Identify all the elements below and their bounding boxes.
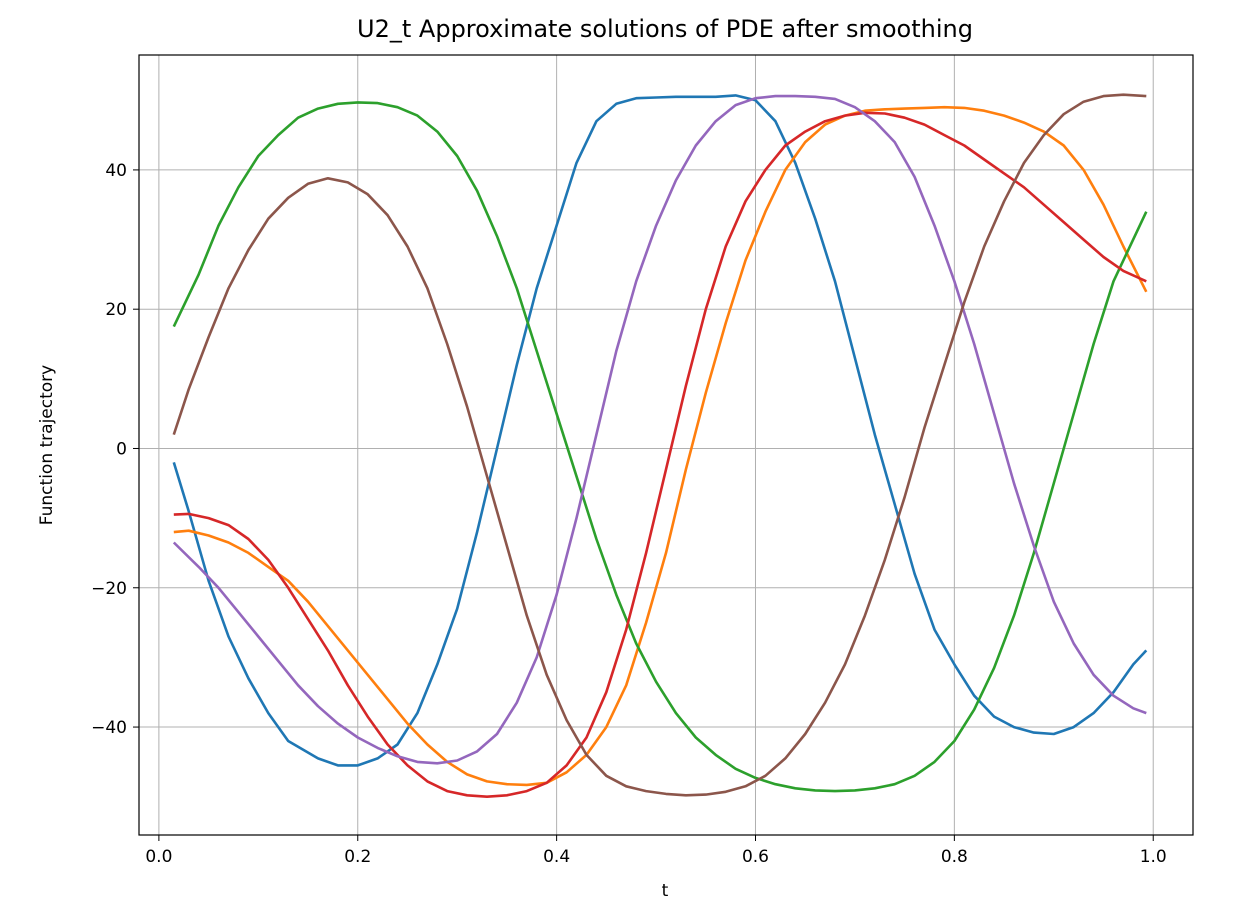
y-axis-ticks: −40 −20 0 20 40 xyxy=(91,161,139,738)
gridlines xyxy=(139,55,1193,835)
series-line-1 xyxy=(172,94,1148,767)
y-tick-label: 40 xyxy=(105,161,127,181)
series-line-3 xyxy=(172,101,1148,793)
x-tick-label: 0.4 xyxy=(543,847,570,867)
series-line-4 xyxy=(173,111,1147,799)
x-axis-ticks: 0.0 0.2 0.4 0.6 0.8 1.0 xyxy=(145,835,1167,867)
x-tick-label: 1.0 xyxy=(1140,847,1167,867)
x-tick-label: 0.6 xyxy=(742,847,769,867)
x-tick-label: 0.2 xyxy=(344,847,371,867)
y-tick-label: −20 xyxy=(91,579,127,599)
plot-area-frame xyxy=(138,54,1194,836)
series-line-5 xyxy=(172,94,1147,765)
chart-title: U2_t Approximate solutions of PDE after … xyxy=(357,15,973,43)
x-tick-label: 0.0 xyxy=(145,847,172,867)
x-tick-label: 0.8 xyxy=(941,847,968,867)
y-axis-label: Function trajectory xyxy=(37,365,57,525)
y-tick-label: −40 xyxy=(91,718,127,738)
y-tick-label: 20 xyxy=(105,300,127,320)
series-line-6 xyxy=(172,93,1147,797)
x-axis-label: t xyxy=(662,881,669,901)
series-line-2 xyxy=(173,105,1148,787)
series-layer xyxy=(172,93,1148,799)
y-tick-label: 0 xyxy=(116,439,127,459)
